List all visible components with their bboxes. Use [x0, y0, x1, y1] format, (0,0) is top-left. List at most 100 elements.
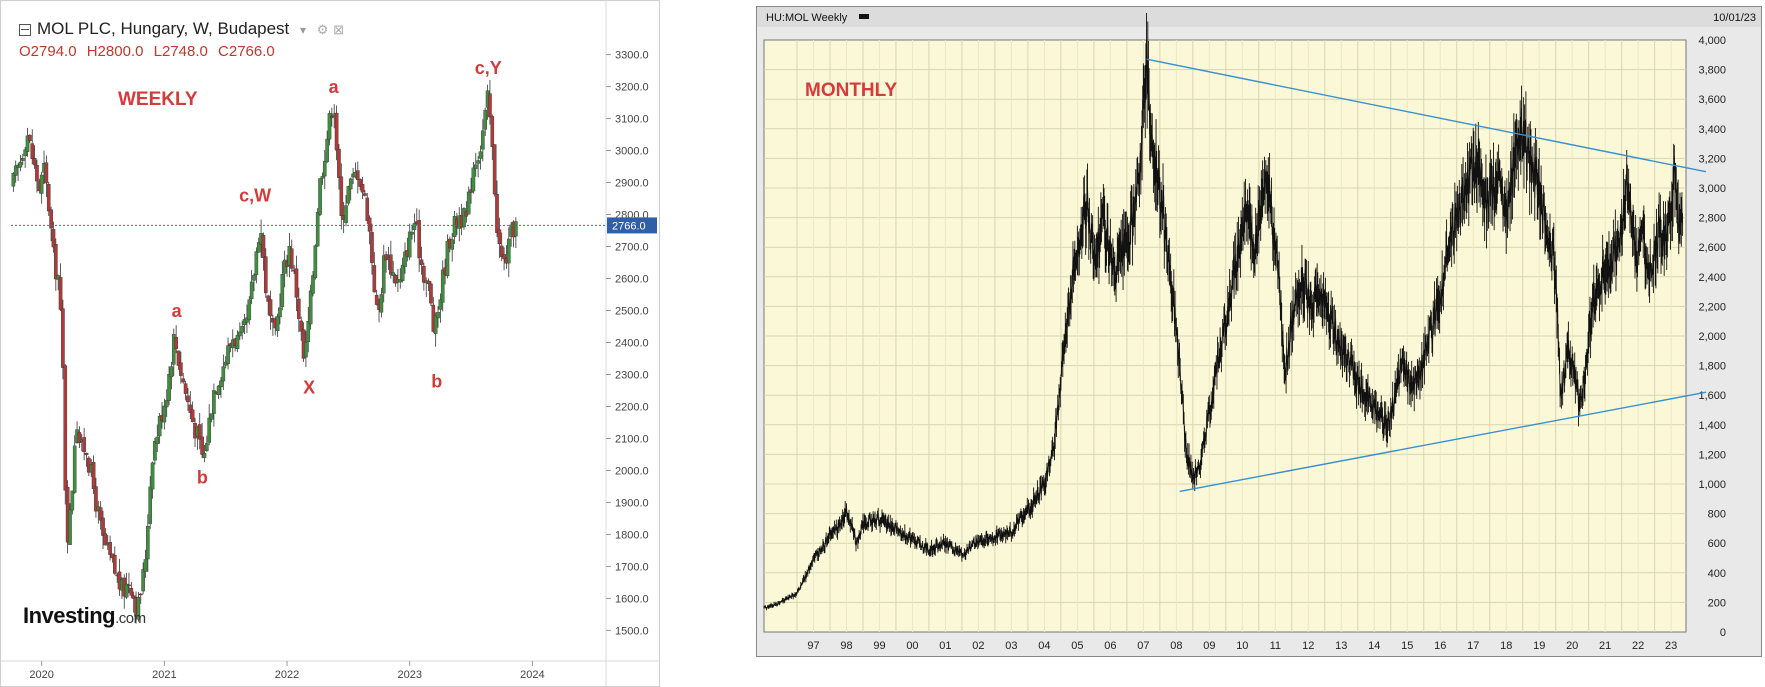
candle-body — [238, 331, 242, 337]
candle-body — [473, 164, 478, 169]
candle-body — [155, 436, 160, 445]
candle-body — [150, 462, 155, 490]
candle-body — [497, 229, 502, 244]
candle-body — [514, 221, 518, 237]
y-tick-label: 1,200 — [1698, 449, 1726, 461]
monthly-chart-canvas: HU:MOL Weekly 10/01/2302004006008001,0001… — [756, 6, 1762, 657]
candle-body — [322, 161, 327, 177]
candle-body — [436, 312, 440, 319]
x-tick-label: 12 — [1302, 640, 1314, 652]
wave-label: b — [431, 371, 442, 391]
candle-body — [294, 268, 299, 298]
y-tick-label: 200 — [1708, 597, 1726, 609]
candle-body — [153, 441, 157, 461]
candle-body — [103, 533, 108, 546]
candle-body — [367, 217, 372, 232]
x-tick-label: 98 — [840, 640, 852, 652]
candle-body — [235, 335, 240, 350]
y-tick-label: 2500.0 — [615, 306, 649, 318]
candle-body — [356, 170, 360, 181]
candle-body — [20, 158, 25, 161]
candle-body — [63, 365, 68, 491]
candle-body — [481, 130, 485, 150]
candle-body — [245, 317, 249, 323]
y-tick-label: 1800.0 — [615, 529, 649, 541]
candle-body — [358, 179, 362, 187]
x-tick-label: 10 — [1236, 640, 1248, 652]
monthly-chart-panel: HU:MOL Weekly 10/01/23 0 200 400 600 800 1,000 1… — [756, 0, 1765, 687]
candle-body — [381, 255, 386, 294]
candle-body — [325, 138, 329, 162]
candle-body — [221, 366, 226, 382]
candle-body — [263, 256, 268, 294]
candle-body — [410, 231, 414, 235]
y-tick-label: 2000.0 — [615, 465, 649, 477]
y-tick-label: 3300.0 — [615, 50, 649, 62]
dropdown-icon[interactable]: ▾ — [300, 23, 307, 37]
wave-label: c,W — [239, 186, 271, 206]
candle-body — [278, 307, 282, 318]
x-tick-label: 2022 — [275, 669, 299, 681]
candle-body — [138, 593, 143, 596]
candle-body — [54, 244, 58, 280]
x-tick-label: 16 — [1434, 640, 1446, 652]
y-tick-label: 2400.0 — [615, 338, 649, 350]
candle-body — [280, 274, 285, 307]
candle-body — [28, 134, 32, 141]
candle-body — [171, 334, 176, 365]
x-tick-label: 21 — [1599, 640, 1611, 652]
candle-body — [94, 486, 98, 512]
y-tick-label: 2200.0 — [615, 401, 649, 413]
candle-body — [202, 453, 207, 458]
collapse-icon[interactable] — [19, 23, 31, 36]
x-tick-label: 22 — [1632, 640, 1644, 652]
weekly-chart-panel: MOL PLC, Hungary, W, Budapest ▾ ⚙ ⊠ O279… — [0, 0, 660, 687]
candle-body — [13, 165, 18, 176]
candle-body — [374, 294, 379, 305]
candle-body — [407, 231, 412, 258]
candle-body — [247, 299, 252, 321]
candle-body — [146, 526, 150, 560]
candle-body — [289, 248, 294, 269]
candle-body — [46, 184, 51, 212]
candle-body — [318, 178, 322, 215]
y-tick-label: 3,200 — [1698, 153, 1726, 165]
y-tick-label: 3,800 — [1698, 65, 1726, 77]
candle-body — [330, 115, 334, 119]
last-price-label: 2766.0 — [612, 220, 646, 232]
candle-body — [320, 176, 325, 179]
price-line — [763, 39, 1684, 610]
candle-body — [82, 437, 86, 453]
candle-body — [389, 254, 393, 275]
candle-body — [363, 193, 367, 196]
candle-body — [490, 116, 495, 148]
candle-body — [183, 383, 188, 394]
candle-body — [344, 205, 348, 223]
settings-icon[interactable]: ⚙ — [316, 22, 329, 37]
wave-label: a — [329, 77, 340, 97]
header-strip — [757, 7, 1761, 27]
y-tick-label: 2,600 — [1698, 242, 1726, 254]
candle-body — [403, 251, 407, 267]
candle-body — [346, 186, 351, 204]
candle-body — [162, 405, 167, 423]
candle-body — [23, 149, 27, 157]
candle-body — [476, 160, 480, 164]
weekly-chart-canvas: 1500.0 1600.0 1700.0 1800.0 1900.0 2000.0 2100… — [1, 1, 659, 686]
y-tick-label: 2,200 — [1698, 301, 1726, 313]
candle-body — [226, 345, 230, 365]
y-tick-label: 3100.0 — [615, 114, 649, 126]
close-icon[interactable]: ⊠ — [333, 22, 345, 37]
candle-body — [148, 486, 152, 524]
candle-body — [506, 238, 511, 264]
candle-body — [348, 178, 353, 190]
x-tick-label: 07 — [1137, 640, 1149, 652]
x-tick-label: 13 — [1335, 640, 1347, 652]
candle-body — [141, 569, 145, 592]
candle-body — [39, 174, 44, 194]
x-tick-label: 02 — [972, 640, 984, 652]
candle-body — [466, 191, 471, 215]
chart-title-text: MOL PLC, Hungary, W, Budapest — [37, 19, 290, 38]
x-tick-label: 99 — [873, 640, 885, 652]
candle-body — [417, 220, 421, 259]
